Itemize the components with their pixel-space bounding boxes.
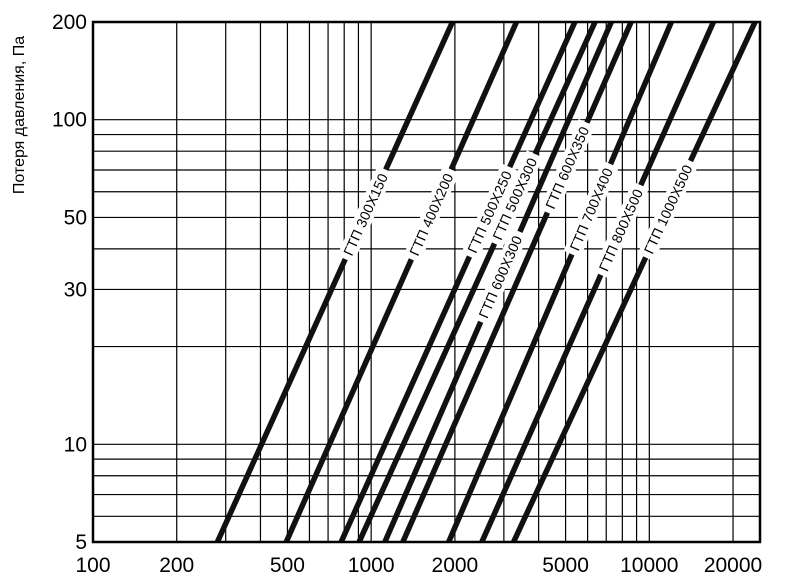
plot-frame (91, 20, 762, 544)
series-lines (214, 22, 758, 542)
series-label-bg (403, 165, 460, 263)
series-label-text: ГТП 300X150 (340, 171, 391, 258)
series-line (338, 22, 578, 542)
series-line (400, 22, 634, 542)
series-label-bg (337, 165, 394, 263)
series-label-bg (461, 163, 518, 261)
x-tick-label: 10000 (620, 554, 678, 577)
series-label-bg (539, 119, 596, 217)
x-tick-label: 1000 (348, 554, 395, 577)
x-tick-label: 20000 (704, 554, 762, 577)
y-tick-label: 100 (52, 109, 87, 132)
x-tick-label: 200 (159, 554, 194, 577)
y-tick-label: 50 (64, 206, 87, 229)
x-tick-label: 100 (75, 554, 110, 577)
series-line (356, 22, 598, 542)
series-line (479, 22, 716, 542)
x-tick-label: 2000 (432, 554, 479, 577)
x-axis-ticks: 100 200 500 1000 2000 5000 10000 20000 (75, 554, 762, 577)
y-tick-label: 5 (75, 531, 87, 554)
series-line (511, 22, 758, 542)
series-label-bg (472, 228, 529, 326)
series-line (214, 22, 455, 542)
y-axis-ticks: 5 10 30 50 100 200 (52, 11, 87, 554)
y-axis-label: Потеря давления, Па (11, 36, 28, 194)
series-line (446, 22, 674, 542)
series-line (283, 22, 519, 542)
y-tick-label: 10 (64, 433, 87, 456)
series-label-text: ГТП 400X200 (406, 171, 456, 258)
x-tick-label: 500 (270, 554, 305, 577)
y-tick-label: 200 (52, 11, 87, 34)
x-tick-label: 5000 (542, 554, 589, 577)
series-label-bg (592, 181, 649, 279)
series-label-bg (486, 150, 544, 248)
y-tick-label: 30 (64, 278, 87, 301)
grid (92, 21, 760, 543)
series-label-bg (637, 157, 699, 262)
series-label-bg (563, 160, 619, 258)
